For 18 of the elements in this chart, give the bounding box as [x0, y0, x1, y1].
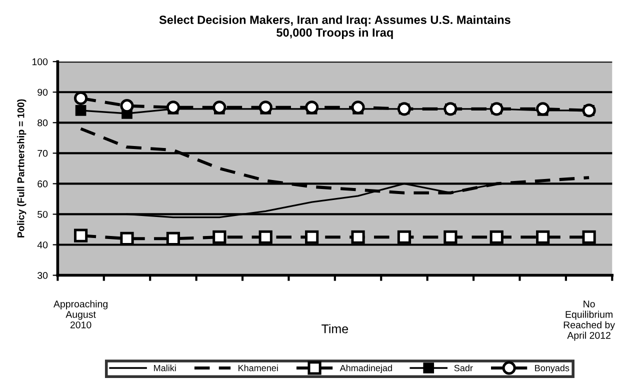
y-tick-label: 100 — [32, 58, 48, 66]
legend-label: Bonyads — [535, 364, 570, 374]
x-tick-label: No Equilibrium Reached by April 2012 — [564, 300, 615, 341]
y-tick-label: 80 — [38, 119, 48, 126]
x-tick-label: Approaching August 2010 — [54, 300, 108, 328]
y-tick-label: 60 — [38, 180, 48, 188]
y-tick-label: 70 — [38, 150, 48, 157]
y-tick-label: 50 — [38, 210, 48, 218]
chart-title: Select Decision Makers, Iran and Iraq: Assumes U.S. Maintains 50,000 Troops in Iraq — [159, 15, 510, 40]
legend-label: Khamenei — [238, 364, 278, 372]
y-tick-label: 90 — [38, 88, 48, 96]
legend-label: Maliki — [154, 364, 176, 372]
legend-label: Ahmadinejad — [340, 364, 392, 374]
x-axis-title: Time — [322, 324, 348, 334]
y-tick-label: 40 — [37, 241, 48, 248]
y-tick-label: 30 — [38, 272, 48, 279]
legend-label: Sadr — [454, 364, 473, 372]
y-axis-title: Policy (Full Partnership = 100) — [17, 99, 26, 238]
